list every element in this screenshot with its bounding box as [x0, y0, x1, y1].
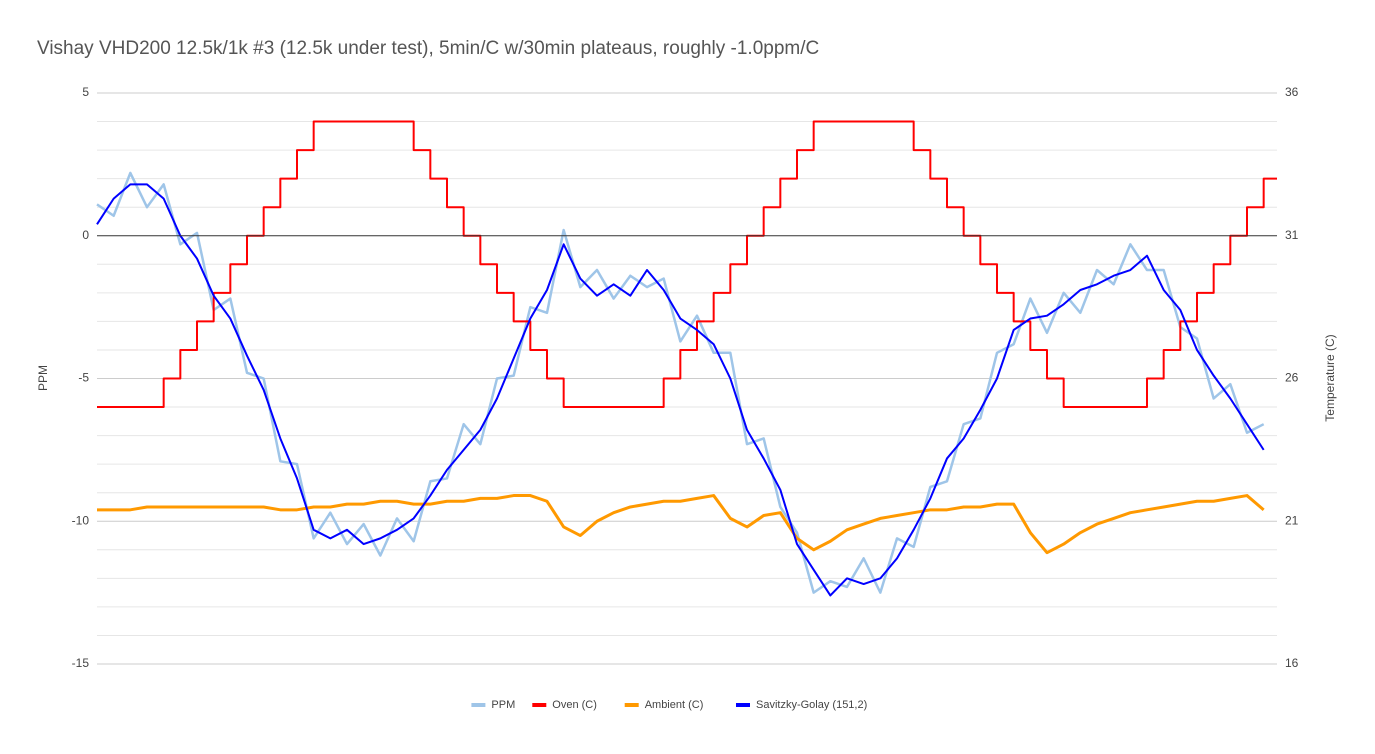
y-tick-label: -10 — [72, 513, 90, 527]
legend-label: Oven (C) — [552, 699, 597, 711]
y2-tick-label: 16 — [1285, 656, 1299, 670]
y-tick-label: -15 — [72, 656, 90, 670]
series-line — [97, 494, 1265, 555]
y-axis-title: PPM — [36, 365, 50, 391]
series-line — [96, 183, 1265, 597]
y2-tick-label: 31 — [1285, 228, 1299, 242]
y-tick-label: 5 — [82, 85, 89, 99]
chart-title: Vishay VHD200 12.5k/1k #3 (12.5k under t… — [37, 38, 819, 59]
legend-label: Savitzky-Golay (151,2) — [756, 699, 867, 711]
y-tick-label: -5 — [78, 371, 89, 385]
y2-tick-label: 36 — [1285, 85, 1299, 99]
legend-label: Ambient (C) — [645, 699, 704, 711]
y-tick-label: 0 — [82, 228, 89, 242]
series-line — [97, 120, 1277, 409]
legend-label: PPM — [491, 699, 515, 711]
y2-axis-title: Temperature (C) — [1323, 334, 1337, 421]
y2-tick-label: 26 — [1285, 371, 1299, 385]
y2-tick-label: 21 — [1285, 513, 1299, 527]
